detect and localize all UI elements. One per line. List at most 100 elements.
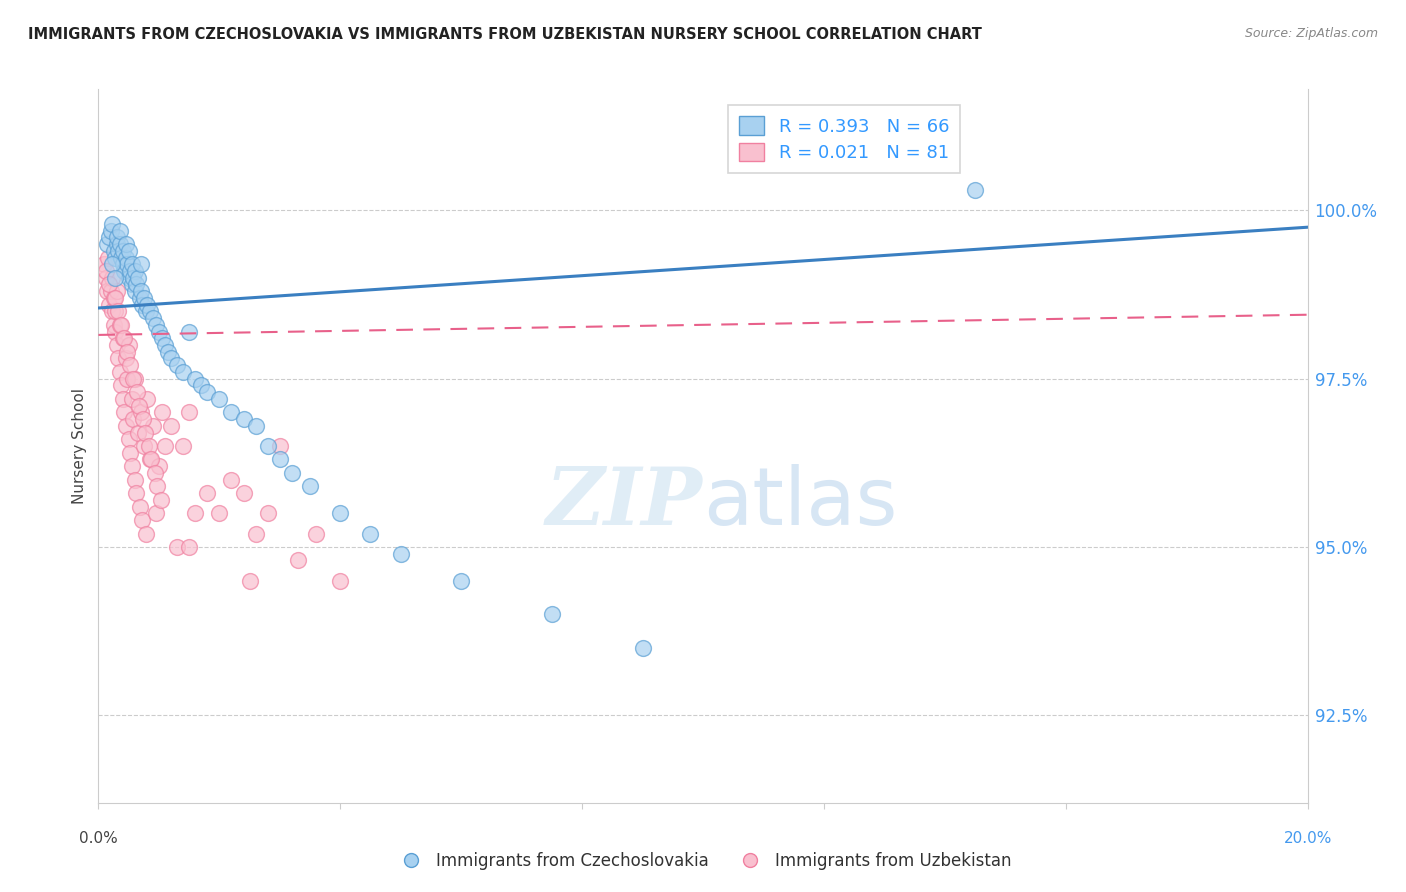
Point <box>105 284 128 298</box>
Point <box>124 284 146 298</box>
Point <box>103 318 125 332</box>
Point <box>125 385 148 400</box>
Point <box>269 452 291 467</box>
Point <box>256 439 278 453</box>
Point <box>148 325 170 339</box>
Text: 0.0%: 0.0% <box>79 831 118 846</box>
Text: ZIP: ZIP <box>546 465 703 541</box>
Point <box>98 230 121 244</box>
Point <box>360 526 382 541</box>
Point <box>112 264 135 278</box>
Point <box>153 338 176 352</box>
Point <box>108 237 131 252</box>
Point <box>125 486 148 500</box>
Point <box>100 270 122 285</box>
Point <box>105 230 128 244</box>
Point <box>128 399 150 413</box>
Point <box>172 439 194 453</box>
Point <box>120 358 142 372</box>
Point <box>127 270 149 285</box>
Point <box>179 540 201 554</box>
Point <box>108 318 131 332</box>
Point <box>110 318 132 332</box>
Point <box>121 277 143 292</box>
Point <box>107 304 129 318</box>
Point <box>148 459 170 474</box>
Point <box>96 237 118 252</box>
Point <box>97 251 120 265</box>
Point <box>112 405 135 419</box>
Point <box>118 244 141 258</box>
Point <box>128 500 150 514</box>
Point <box>166 540 188 554</box>
Point <box>111 331 134 345</box>
Point <box>96 284 118 298</box>
Point <box>179 325 201 339</box>
Point <box>122 372 145 386</box>
Point <box>138 439 160 453</box>
Point <box>131 298 153 312</box>
Point <box>146 479 169 493</box>
Point <box>122 270 145 285</box>
Point <box>122 412 145 426</box>
Point <box>101 257 124 271</box>
Point <box>965 183 987 197</box>
Point <box>129 284 152 298</box>
Point <box>631 640 654 655</box>
Point <box>104 270 127 285</box>
Point <box>107 244 129 258</box>
Point <box>156 344 179 359</box>
Point <box>208 506 231 520</box>
Point <box>111 257 134 271</box>
Point <box>118 264 141 278</box>
Point <box>93 257 115 271</box>
Point <box>124 372 146 386</box>
Point <box>195 486 218 500</box>
Point <box>287 553 309 567</box>
Point <box>269 439 291 453</box>
Point <box>129 257 152 271</box>
Point <box>245 526 267 541</box>
Point <box>131 513 153 527</box>
Point <box>124 264 146 278</box>
Point <box>150 405 173 419</box>
Point <box>329 574 352 588</box>
Point <box>114 351 136 366</box>
Point <box>195 385 218 400</box>
Point <box>132 291 155 305</box>
Point <box>184 506 207 520</box>
Point <box>142 311 165 326</box>
Point <box>117 372 139 386</box>
Point <box>118 446 141 460</box>
Point <box>112 331 135 345</box>
Point <box>221 473 243 487</box>
Point <box>149 492 172 507</box>
Point <box>100 223 122 237</box>
Point <box>118 270 141 285</box>
Point <box>143 466 166 480</box>
Point <box>256 506 278 520</box>
Point <box>114 418 136 433</box>
Point <box>450 574 472 588</box>
Y-axis label: Nursery School: Nursery School <box>72 388 87 504</box>
Point <box>179 405 201 419</box>
Point <box>153 439 176 453</box>
Point <box>232 486 254 500</box>
Point <box>184 372 207 386</box>
Point <box>108 365 131 379</box>
Point <box>97 277 120 292</box>
Point <box>110 251 132 265</box>
Text: IMMIGRANTS FROM CZECHOSLOVAKIA VS IMMIGRANTS FROM UZBEKISTAN NURSERY SCHOOL CORR: IMMIGRANTS FROM CZECHOSLOVAKIA VS IMMIGR… <box>28 27 981 42</box>
Point <box>166 358 188 372</box>
Point <box>124 473 146 487</box>
Point <box>232 412 254 426</box>
Point <box>389 547 412 561</box>
Point <box>145 506 167 520</box>
Point <box>105 237 128 252</box>
Point <box>135 526 157 541</box>
Point <box>127 425 149 440</box>
Point <box>142 418 165 433</box>
Point <box>139 304 162 318</box>
Point <box>121 257 143 271</box>
Point <box>94 270 117 285</box>
